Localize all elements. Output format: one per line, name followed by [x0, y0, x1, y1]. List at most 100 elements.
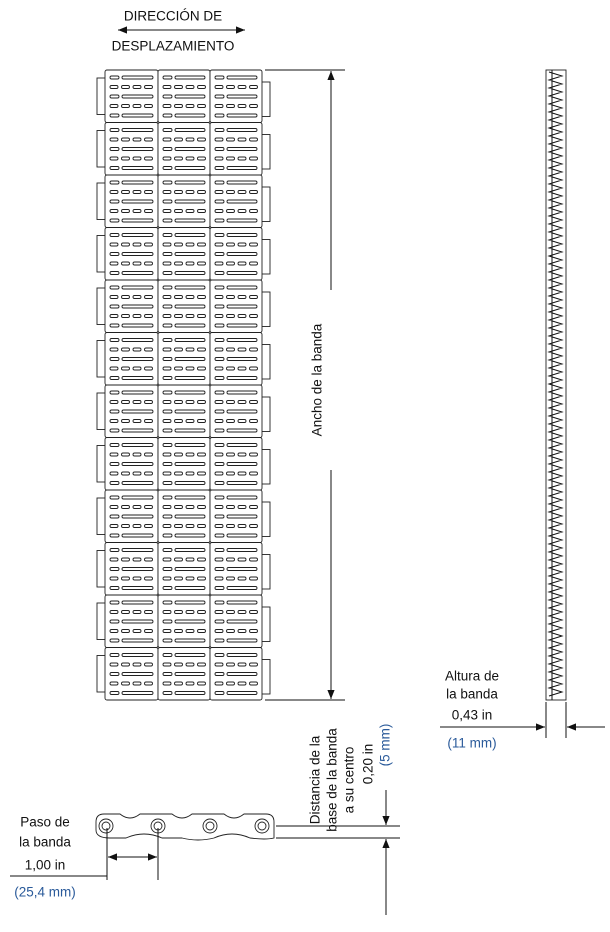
slot [197, 156, 206, 161]
slot [121, 548, 154, 552]
slot [237, 681, 247, 686]
slot [144, 557, 153, 562]
slot [121, 557, 130, 562]
slot [162, 524, 172, 528]
slot [162, 514, 173, 519]
slot [214, 462, 225, 466]
slot [109, 452, 119, 457]
slot [121, 462, 154, 466]
slot [121, 576, 130, 581]
slot [226, 252, 258, 256]
slot [226, 586, 258, 590]
slot [226, 156, 235, 161]
slot [132, 681, 142, 686]
slot [109, 323, 120, 328]
slot [214, 610, 224, 614]
slot [144, 137, 153, 142]
direction-label: DIRECCIÓN DE [124, 9, 222, 24]
slot [237, 629, 247, 633]
slot [214, 190, 224, 194]
slot [109, 662, 119, 667]
slot [237, 557, 247, 562]
slot [174, 166, 206, 170]
slot [132, 505, 142, 509]
slot [249, 524, 258, 528]
slot [214, 323, 225, 328]
slot [214, 357, 225, 361]
slot [121, 304, 154, 309]
slot [237, 156, 247, 161]
slot [214, 619, 225, 624]
slot [249, 505, 258, 509]
slot [144, 629, 153, 633]
slot [249, 681, 258, 686]
slot [226, 428, 258, 433]
direction-label: DESPLAZAMIENTO [112, 39, 235, 54]
slot [174, 619, 206, 624]
slot [174, 285, 206, 290]
slot [185, 471, 195, 476]
slot [162, 672, 173, 676]
slot [237, 295, 247, 299]
slot [162, 218, 173, 223]
slot [174, 495, 206, 500]
slot [226, 481, 258, 485]
slot [237, 209, 247, 213]
slot [197, 524, 206, 528]
slot [162, 600, 173, 605]
slot [132, 347, 142, 352]
slot [162, 304, 173, 309]
slot [197, 629, 206, 633]
slot [162, 261, 172, 266]
slot [121, 610, 130, 614]
height-metric: (11 mm) [447, 736, 496, 751]
belt-top-view [96, 69, 271, 701]
slot [144, 471, 153, 476]
slot [249, 190, 258, 194]
slot [162, 75, 173, 80]
slot [162, 400, 172, 404]
slot [121, 218, 154, 223]
slot [121, 104, 130, 108]
slot [214, 85, 224, 89]
slot [226, 137, 235, 142]
slot [174, 481, 206, 485]
slot [214, 428, 225, 433]
slot [214, 261, 224, 266]
slot [132, 557, 142, 562]
slot [197, 347, 206, 352]
slot [237, 347, 247, 352]
slot [226, 443, 258, 447]
slot [121, 662, 130, 667]
slot [162, 347, 172, 352]
slot [214, 557, 224, 562]
slot [162, 104, 172, 108]
slot [109, 533, 120, 538]
slot [174, 113, 206, 118]
slot [174, 600, 206, 605]
slot [214, 586, 225, 590]
slot [162, 357, 173, 361]
slot [109, 610, 119, 614]
slot [237, 471, 247, 476]
slot [197, 314, 206, 318]
slot [214, 180, 225, 185]
slot [162, 295, 172, 299]
slot [121, 113, 154, 118]
slot [174, 180, 206, 185]
slot [132, 261, 142, 266]
slot [214, 390, 225, 395]
slot [185, 419, 195, 423]
slot [174, 218, 206, 223]
slot [226, 452, 235, 457]
slot [214, 576, 224, 581]
slot [226, 505, 235, 509]
slot [144, 419, 153, 423]
slot [185, 156, 195, 161]
slot [214, 314, 224, 318]
slot [109, 471, 119, 476]
slot [121, 180, 154, 185]
slot [109, 85, 119, 89]
slot [109, 209, 119, 213]
slot [174, 233, 206, 237]
